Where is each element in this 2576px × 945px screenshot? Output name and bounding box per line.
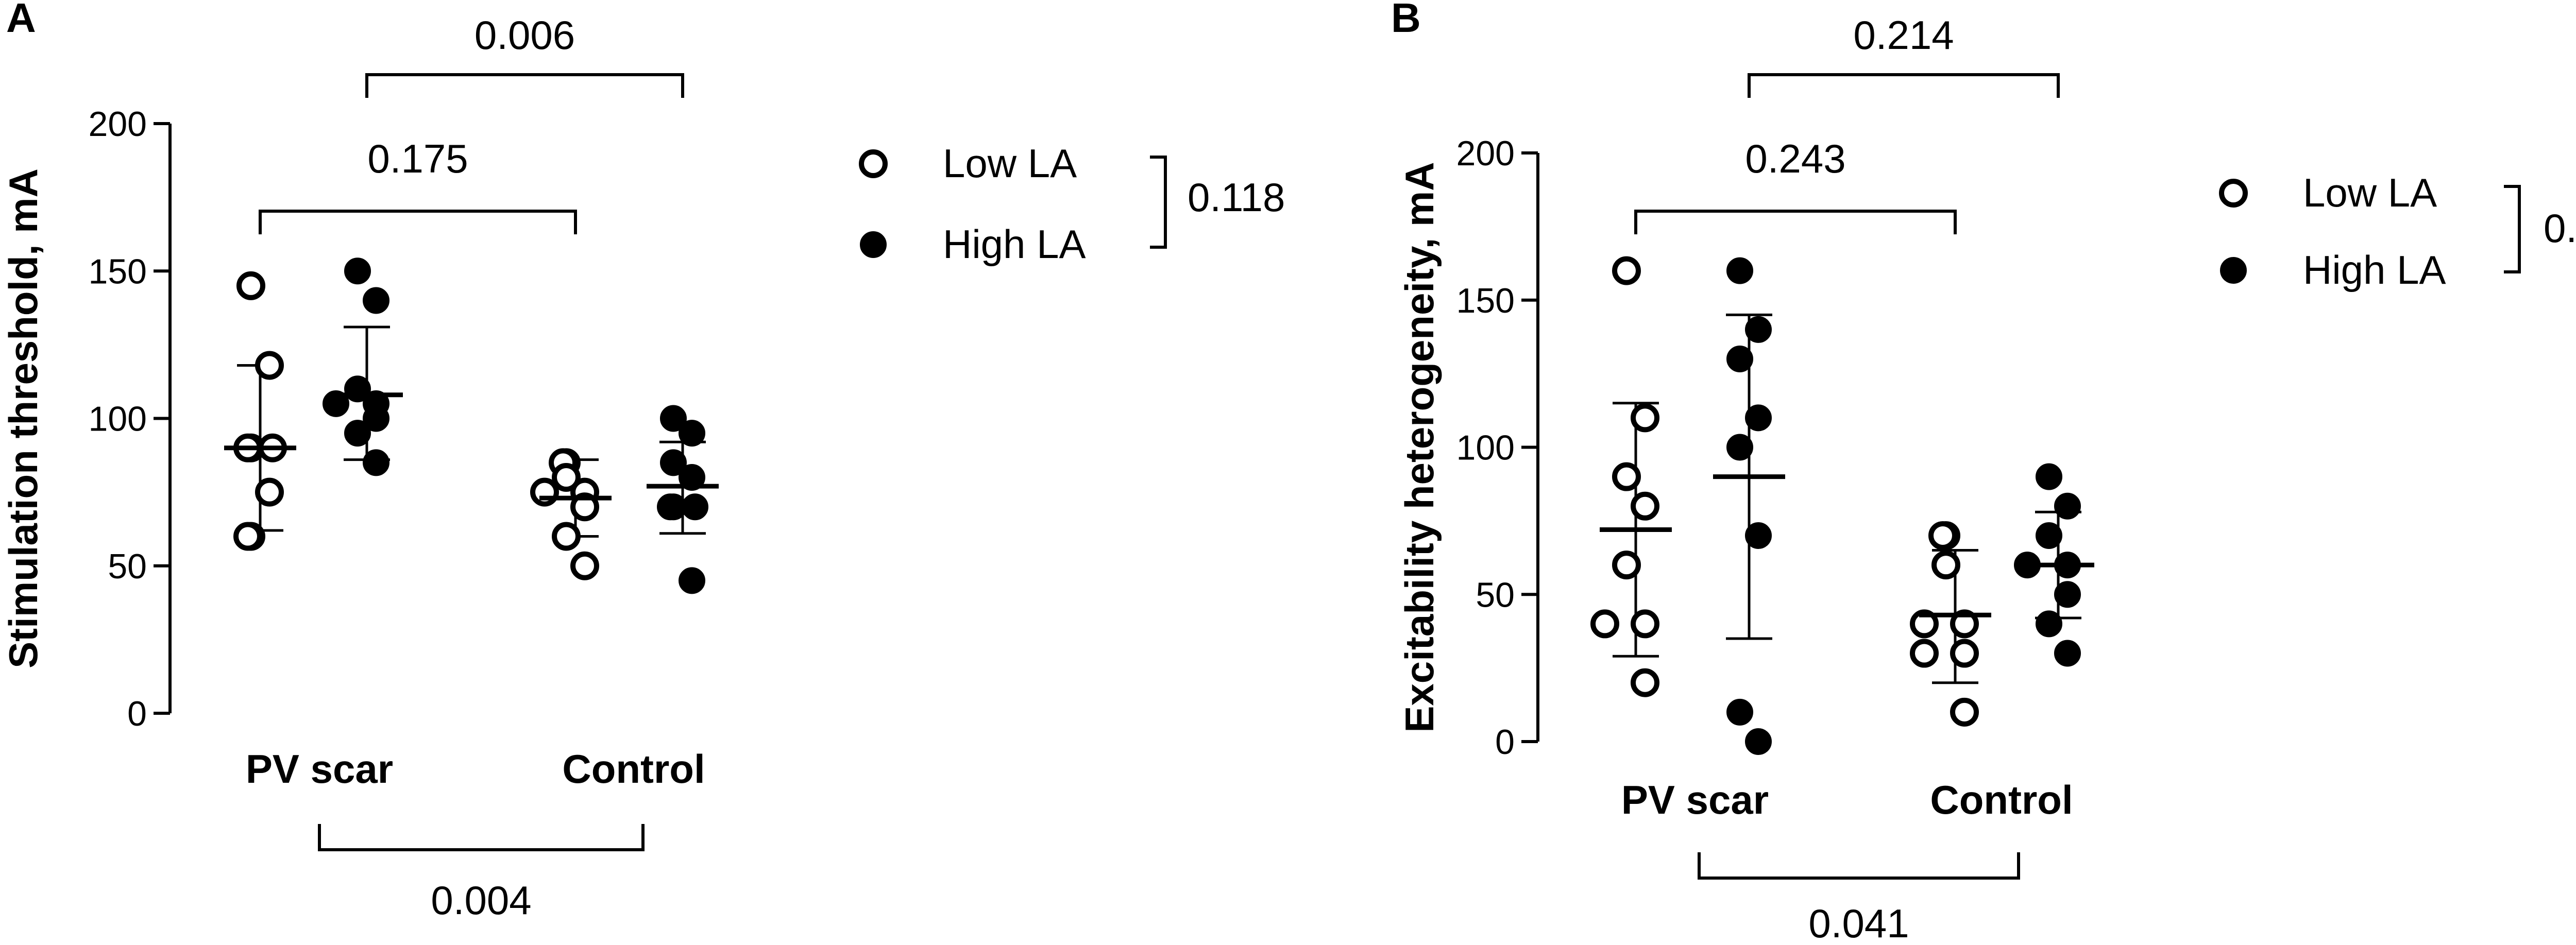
p-value-label: 0.214 (1853, 12, 1954, 58)
panel-a: A 0 50 100 150 200 Stimulation threshold, mA PV… (1, 0, 1285, 923)
data-point (682, 493, 708, 521)
data-point (1631, 403, 1659, 433)
legend-marker-filled (860, 231, 887, 258)
y-axis-label: Stimulation threshold, mA (1, 168, 46, 668)
legend-marker-open (859, 149, 888, 178)
legend-p-value: 0.179 (2544, 205, 2576, 251)
comparison-bracket (318, 824, 645, 851)
data-point (2054, 492, 2081, 520)
data-point (255, 351, 284, 380)
data-point (570, 551, 599, 580)
data-point (2036, 522, 2062, 549)
data-point (1745, 404, 1772, 432)
data-point (236, 271, 265, 300)
data-point (679, 420, 705, 447)
data-point (1612, 462, 1641, 491)
panel-b: B 0 50 100 150 200 Excitability heterogeneity,… (1391, 0, 2576, 945)
data-point (1726, 346, 1753, 373)
data-point (363, 287, 389, 314)
y-tick-label: 200 (1456, 134, 1515, 173)
y-tick-label: 0 (127, 694, 147, 733)
p-value-label: 0.175 (367, 136, 468, 181)
data-point (1950, 639, 1979, 668)
legend-label: Low LA (943, 141, 1077, 186)
data-point (363, 449, 389, 476)
data-point (2054, 581, 2081, 608)
data-point (1745, 316, 1772, 343)
p-value-label: 0.041 (1808, 901, 1909, 945)
comparison-bracket (1748, 73, 2060, 98)
data-point (344, 257, 371, 285)
data-point (657, 493, 684, 521)
data-point (1726, 698, 1753, 726)
data-point (1726, 257, 1753, 284)
p-value-label: 0.243 (1745, 136, 1845, 181)
data-point (552, 522, 581, 551)
legend-label: High LA (2303, 247, 2446, 293)
data-point (2036, 610, 2062, 638)
data-point (1590, 609, 1619, 639)
data-point (2036, 463, 2062, 490)
data-point (1631, 609, 1659, 639)
data-point (1745, 728, 1772, 755)
data-point (255, 477, 284, 507)
x-category-label: PV scar (246, 746, 393, 792)
p-value-label: 0.004 (431, 878, 531, 923)
y-axis-label: Excitability heterogeneity, mA (1397, 162, 1442, 732)
data-point (660, 449, 687, 476)
data-point (1910, 639, 1939, 668)
y-tick-label: 100 (89, 400, 147, 439)
legend: Low LA High LA 0.179 (2219, 170, 2576, 293)
y-tick-label: 0 (1495, 723, 1515, 762)
legend-bracket (1150, 156, 1167, 249)
legend-p-value: 0.118 (1188, 175, 1285, 220)
data-point (679, 567, 705, 594)
data-point (1745, 522, 1772, 549)
data-point (363, 405, 389, 432)
p-value-label: 0.006 (474, 12, 575, 58)
data-point (344, 420, 371, 447)
y-tick-label: 50 (108, 547, 147, 586)
comparison-bracket (259, 210, 577, 234)
data-point (660, 405, 687, 432)
legend-bracket (2504, 185, 2521, 273)
data-point (323, 390, 349, 417)
data-point (1931, 551, 1960, 580)
comparison-bracket (1698, 852, 2020, 880)
data-point (1631, 491, 1659, 521)
legend-label: Low LA (2303, 170, 2437, 215)
legend-label: High LA (943, 221, 1086, 267)
y-tick-label: 150 (1456, 281, 1515, 320)
comparison-bracket (1634, 210, 1957, 234)
data-point (570, 492, 599, 522)
x-category-label: Control (1930, 777, 2073, 822)
legend: Low LA High LA 0.118 (859, 141, 1285, 267)
data-point (552, 463, 581, 492)
data-point (1910, 609, 1939, 639)
data-point (1612, 256, 1641, 285)
data-point (530, 477, 559, 507)
y-tick-label: 100 (1456, 428, 1515, 468)
data-point (1950, 697, 1979, 727)
panel-letter: B (1391, 0, 1421, 41)
data-point (1612, 551, 1641, 580)
data-point (1726, 434, 1753, 461)
x-category-label: Control (562, 746, 705, 792)
comparison-bracket (365, 73, 684, 98)
y-tick-label: 200 (89, 105, 147, 144)
data-point (1950, 609, 1979, 639)
y-tick-label: 150 (89, 252, 147, 291)
data-point (1631, 668, 1659, 697)
panel-letter: A (6, 0, 36, 41)
y-tick-label: 50 (1476, 575, 1515, 614)
data-point (1928, 521, 1957, 550)
x-category-label: PV scar (1621, 777, 1769, 822)
data-point (233, 522, 262, 551)
data-point (2054, 640, 2081, 667)
legend-marker-filled (2220, 257, 2247, 284)
data-point (679, 464, 705, 491)
legend-marker-open (2219, 179, 2248, 208)
